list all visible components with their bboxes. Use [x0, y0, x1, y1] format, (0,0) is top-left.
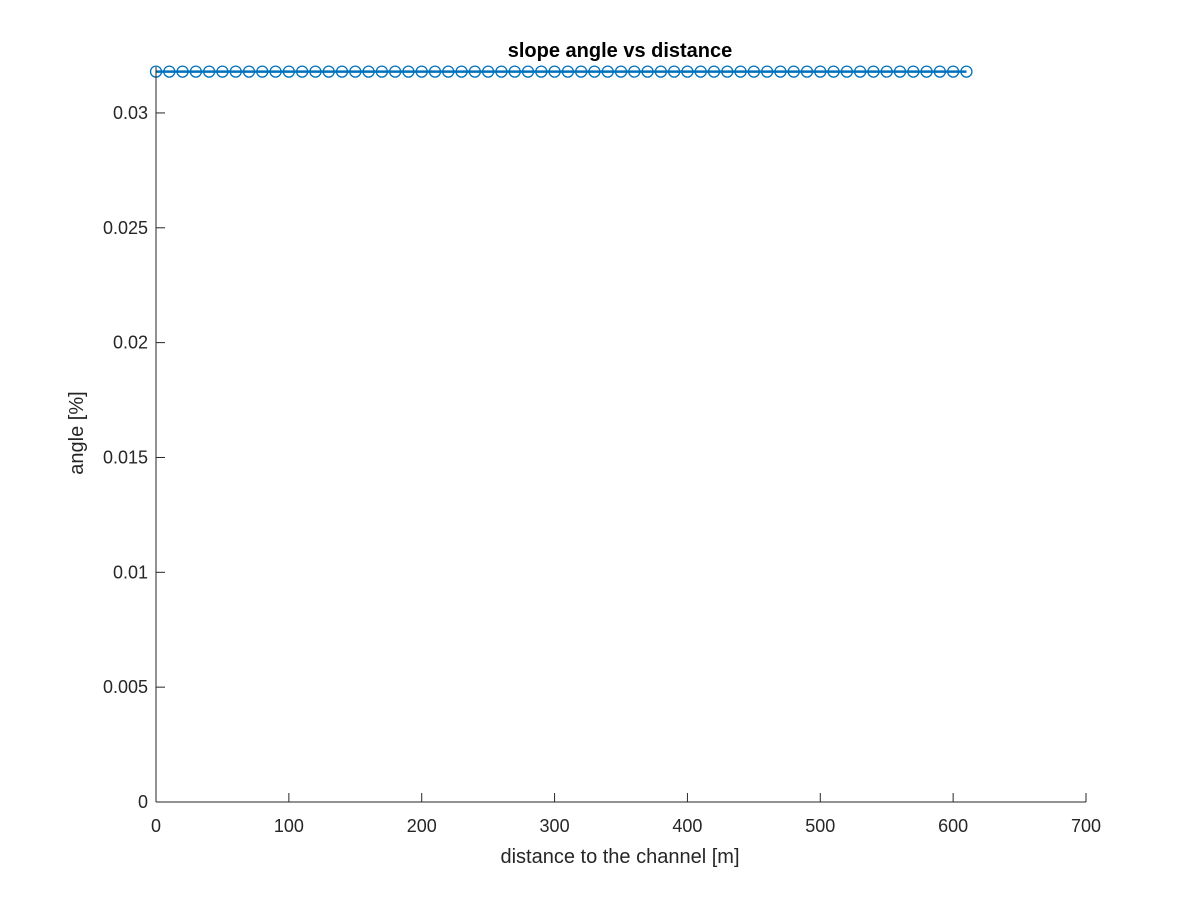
- data-point-marker: [176, 65, 189, 78]
- data-point-marker: [242, 65, 256, 78]
- data-point-marker: [893, 65, 907, 78]
- x-tick-label: 100: [274, 816, 304, 836]
- data-point-marker: [495, 65, 508, 78]
- data-point-marker: [721, 65, 734, 78]
- x-tick-label: 400: [672, 816, 702, 836]
- data-point-marker: [654, 65, 668, 78]
- data-point-marker: [375, 65, 389, 78]
- y-tick-label: 0.02: [113, 333, 148, 353]
- x-tick-label: 0: [151, 816, 161, 836]
- y-tick-label: 0: [138, 792, 148, 812]
- data-point-marker: [840, 65, 854, 78]
- y-tick-label: 0.015: [103, 447, 148, 467]
- data-point-marker: [867, 65, 880, 78]
- y-tick-label: 0.01: [113, 562, 148, 582]
- plot-area: [156, 67, 1086, 802]
- data-point-marker: [189, 65, 203, 78]
- data-point-marker: [428, 65, 442, 78]
- x-tick-label: 600: [938, 816, 968, 836]
- data-point-marker: [282, 65, 296, 78]
- data-point-marker: [322, 65, 335, 78]
- data-point-marker: [574, 65, 588, 78]
- data-point-marker: [256, 65, 269, 78]
- data-point-marker: [667, 65, 681, 78]
- data-point-marker: [561, 65, 575, 78]
- data-point-marker: [521, 65, 535, 78]
- data-point-marker: [827, 65, 840, 78]
- data-point-marker: [601, 65, 614, 78]
- series-layer: [149, 65, 973, 78]
- data-point-marker: [681, 65, 694, 78]
- data-point-marker: [707, 65, 721, 78]
- axes-layer: 0 100 200 300 400 500 600 700 0 0.005 0.01 0.015 0.0…: [103, 67, 1101, 836]
- data-point-marker: [614, 65, 628, 78]
- data-point-marker: [760, 65, 774, 78]
- data-point-marker: [335, 65, 349, 78]
- data-point-marker: [800, 65, 814, 78]
- data-point-marker: [349, 65, 362, 78]
- y-tick-label: 0.025: [103, 218, 148, 238]
- data-point-marker: [163, 65, 176, 78]
- x-tick-label: 200: [407, 816, 437, 836]
- data-point-marker: [269, 65, 282, 78]
- data-point-marker: [628, 65, 641, 78]
- data-point-marker: [787, 65, 800, 78]
- data-point-marker: [588, 65, 601, 78]
- data-point-marker: [933, 65, 947, 78]
- data-point-marker: [388, 65, 402, 78]
- data-point-marker: [535, 65, 548, 78]
- data-point-marker: [508, 65, 521, 78]
- x-axis-label: distance to the channel [m]: [500, 846, 739, 868]
- y-axis-label: angle [%]: [66, 391, 88, 474]
- data-point-marker: [481, 65, 495, 78]
- data-point-marker: [415, 65, 428, 78]
- data-point-marker: [774, 65, 787, 78]
- data-point-marker: [747, 65, 761, 78]
- data-point-marker: [362, 65, 375, 78]
- data-point-marker: [814, 65, 827, 78]
- y-tick-label: 0.005: [103, 677, 148, 697]
- x-tick-label: 700: [1071, 816, 1101, 836]
- data-point-marker: [907, 65, 920, 78]
- data-point-marker: [402, 65, 415, 78]
- data-point-marker: [880, 65, 893, 78]
- data-point-marker: [641, 65, 654, 78]
- data-point-marker: [853, 65, 867, 78]
- data-point-marker: [442, 65, 455, 78]
- data-point-marker: [468, 65, 482, 78]
- data-point-marker: [216, 65, 229, 78]
- data-point-marker: [295, 65, 309, 78]
- x-tick-label: 500: [805, 816, 835, 836]
- y-tick-label: 0.03: [113, 103, 148, 123]
- data-point-marker: [309, 65, 322, 78]
- chart-title: slope angle vs distance: [508, 40, 733, 62]
- data-point-marker: [548, 65, 561, 78]
- x-tick-label: 300: [540, 816, 570, 836]
- data-point-marker: [229, 65, 242, 78]
- data-point-marker: [960, 65, 973, 78]
- data-point-marker: [946, 65, 960, 78]
- data-point-marker: [920, 65, 933, 78]
- data-point-marker: [455, 65, 468, 78]
- data-point-marker: [202, 65, 216, 78]
- data-point-marker: [734, 65, 747, 78]
- data-point-marker: [694, 65, 707, 78]
